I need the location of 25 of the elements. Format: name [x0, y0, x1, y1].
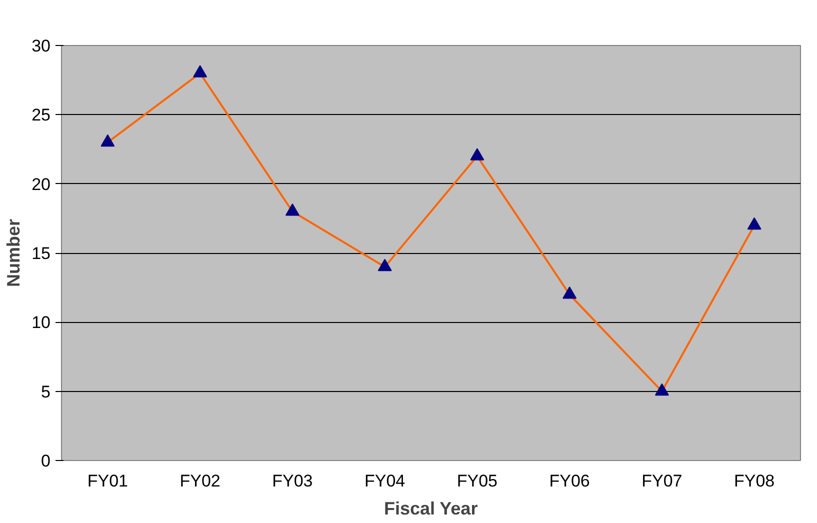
x-axis-title: Fiscal Year	[384, 498, 478, 518]
point	[100, 134, 115, 147]
y-tick-label: 5	[41, 382, 51, 402]
x-tick-label: FY08	[734, 472, 775, 490]
y-tick-label: 15	[32, 244, 51, 263]
x-tick-label: FY05	[456, 472, 498, 490]
y-tick-label: 25	[32, 106, 51, 125]
y-tick-label: 10	[32, 313, 51, 332]
y-tick-label: 0	[41, 452, 51, 470]
point	[285, 203, 300, 216]
point	[470, 148, 484, 160]
y-axis-title: Number	[4, 218, 24, 288]
point	[747, 217, 762, 230]
y-tick-label: 20	[32, 174, 51, 194]
x-tick-label: FY07	[642, 472, 682, 490]
x-tick-label: FY01	[87, 472, 128, 490]
y-tick-label: 30	[32, 36, 51, 56]
point	[654, 383, 669, 396]
point	[562, 286, 577, 299]
x-tick-label: FY06	[549, 472, 590, 490]
point	[193, 65, 208, 78]
x-tick-label: FY04	[364, 472, 406, 490]
point	[378, 258, 392, 272]
x-tick-label: FY02	[180, 472, 220, 490]
x-tick-label: FY03	[272, 472, 313, 490]
